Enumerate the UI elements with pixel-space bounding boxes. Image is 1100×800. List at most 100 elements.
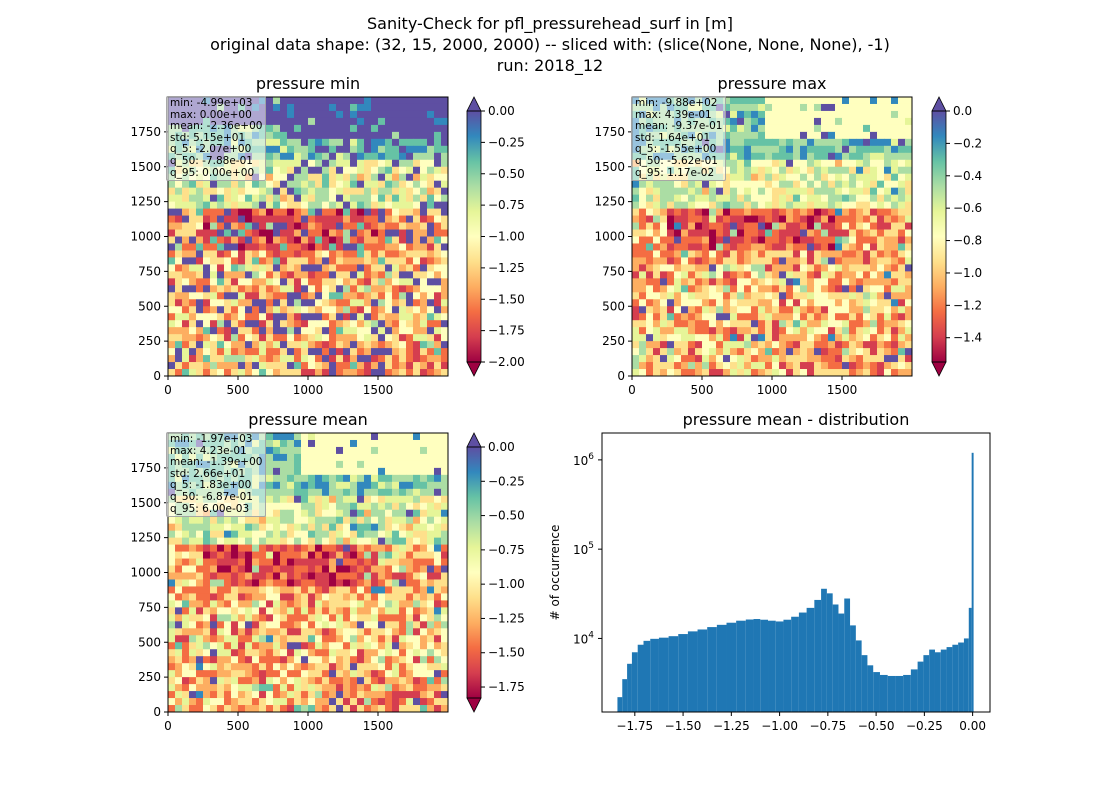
heatmap-cell xyxy=(315,558,323,566)
heatmap-cell xyxy=(406,579,414,587)
heatmap-cell xyxy=(406,663,414,671)
heatmap-cell xyxy=(287,355,295,363)
heatmap-cell xyxy=(751,362,759,370)
heatmap-cell xyxy=(266,187,274,196)
heatmap-cell xyxy=(420,201,428,210)
heatmap-cell xyxy=(660,341,668,349)
heatmap-cell xyxy=(399,593,407,601)
heatmap-cell xyxy=(364,614,372,622)
colorbar-tick-label: −1.50 xyxy=(488,292,525,306)
heatmap-cell xyxy=(786,187,794,196)
heatmap-cell xyxy=(681,250,689,258)
heatmap-cell xyxy=(646,320,654,328)
heatmap-cell xyxy=(189,621,197,629)
heatmap-cell xyxy=(863,145,871,154)
x-tick-label: 1500 xyxy=(827,383,858,397)
heatmap-cell xyxy=(175,544,183,552)
heatmap-cell xyxy=(905,166,913,175)
heatmap-cell xyxy=(765,187,773,196)
heatmap-cell xyxy=(294,257,302,265)
heatmap-cell xyxy=(210,635,218,643)
heatmap-cell xyxy=(835,166,843,175)
heatmap-cell xyxy=(891,334,899,342)
heatmap-cell xyxy=(364,460,372,469)
heatmap-cell xyxy=(730,285,738,293)
heatmap-cell xyxy=(905,145,913,154)
heatmap-cell xyxy=(364,509,372,518)
heatmap-cell xyxy=(786,334,794,342)
heatmap-cell xyxy=(392,628,400,636)
heatmap-cell xyxy=(681,334,689,342)
heatmap-cell xyxy=(378,236,386,244)
heatmap-cell xyxy=(252,299,260,307)
heatmap-cell xyxy=(884,138,892,147)
heatmap-cell xyxy=(730,271,738,279)
heatmap-cell xyxy=(175,201,183,210)
heatmap-cell xyxy=(196,663,204,671)
heatmap-cell xyxy=(231,292,239,300)
heatmap-cell xyxy=(259,649,267,657)
heatmap-cell xyxy=(821,110,829,119)
heatmap-cell xyxy=(413,433,421,441)
heatmap-cell xyxy=(793,187,801,196)
heatmap-cell xyxy=(182,327,190,335)
heatmap-cell xyxy=(273,369,281,377)
heatmap-cell xyxy=(695,187,703,196)
heatmap-cell xyxy=(751,145,759,154)
heatmap-cell xyxy=(385,439,393,448)
heatmap-cell xyxy=(210,642,218,650)
heatmap-cell xyxy=(427,110,435,119)
heatmap-cell xyxy=(681,320,689,328)
heatmap-cell xyxy=(189,565,197,573)
heatmap-cell xyxy=(357,271,365,279)
heatmap-cell xyxy=(238,208,246,216)
heatmap-cell xyxy=(772,110,780,119)
heatmap-cell xyxy=(343,97,351,105)
heatmap-cell xyxy=(238,663,246,671)
heatmap-cell xyxy=(744,264,752,272)
heatmap-cell xyxy=(427,635,435,643)
heatmap-cell xyxy=(350,215,358,223)
heatmap-cell xyxy=(238,614,246,622)
heatmap-cell xyxy=(744,320,752,328)
heatmap-cell xyxy=(863,180,871,189)
heatmap-cell xyxy=(322,677,330,685)
heatmap-cell xyxy=(877,271,885,279)
heatmap-cell xyxy=(441,306,449,314)
heatmap-cell xyxy=(259,621,267,629)
heatmap-cell xyxy=(343,306,351,314)
heatmap-cell xyxy=(343,152,351,161)
heatmap-cell xyxy=(329,110,337,119)
heatmap-cell xyxy=(301,299,309,307)
heatmap-cell xyxy=(238,523,246,532)
heatmap-cell xyxy=(863,285,871,293)
heatmap-cell xyxy=(224,537,232,546)
heatmap-cell xyxy=(898,229,906,237)
heatmap-cell xyxy=(399,481,407,490)
heatmap-cell xyxy=(336,621,344,629)
heatmap-cell xyxy=(294,495,302,504)
heatmap-cell xyxy=(737,355,745,363)
heatmap-cell xyxy=(385,691,393,699)
heatmap-cell xyxy=(273,341,281,349)
heatmap-cell xyxy=(842,348,850,356)
heatmap-cell xyxy=(420,208,428,216)
heatmap-cell xyxy=(765,327,773,335)
heatmap-cell xyxy=(357,334,365,342)
heatmap-cell xyxy=(870,138,878,147)
heatmap-cell xyxy=(639,334,647,342)
heatmap-cell xyxy=(856,313,864,321)
heatmap-cell xyxy=(744,362,752,370)
heatmap-cell xyxy=(870,166,878,175)
heatmap-cell xyxy=(399,684,407,692)
heatmap-cell xyxy=(807,117,815,126)
heatmap-cell xyxy=(905,355,913,363)
heatmap-cell xyxy=(287,558,295,566)
heatmap-cell xyxy=(667,292,675,300)
heatmap-cell xyxy=(196,341,204,349)
heatmap-cell xyxy=(175,677,183,685)
heatmap-cell xyxy=(350,131,358,140)
heatmap-cell xyxy=(898,271,906,279)
heatmap-cell xyxy=(898,236,906,244)
heatmap-cell xyxy=(434,614,442,622)
